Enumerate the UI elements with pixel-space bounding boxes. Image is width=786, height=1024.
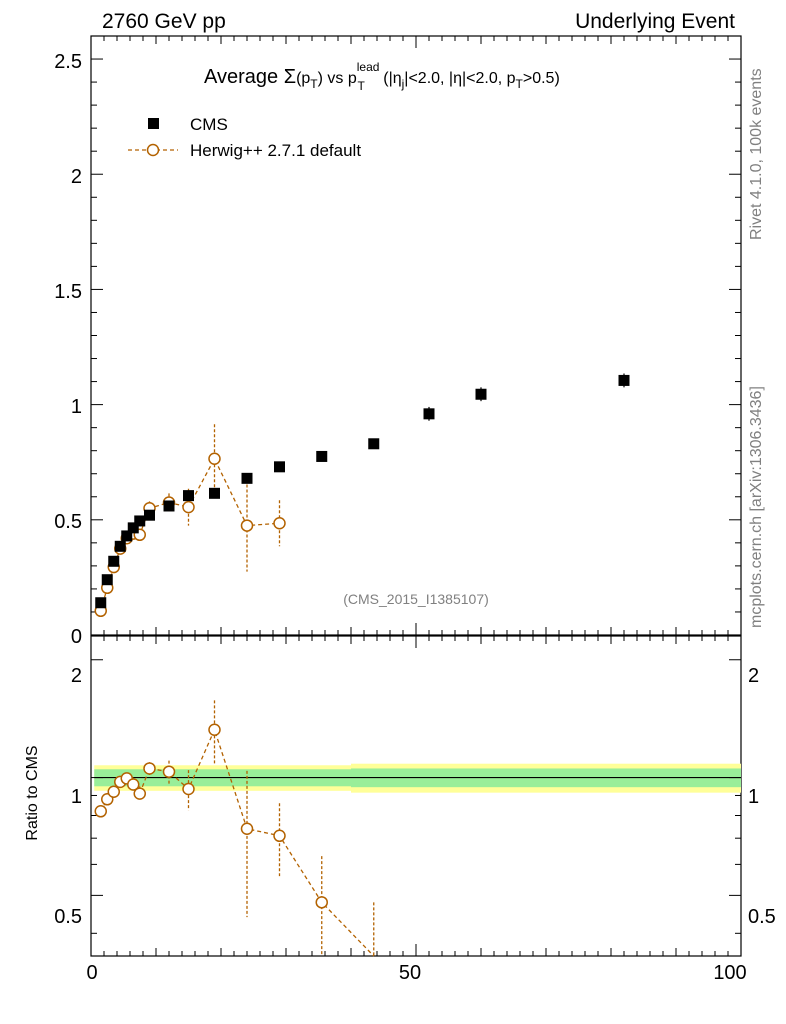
ratio-ylabel: Ratio to CMS [24, 745, 41, 840]
xtick-label-100: 100 [713, 962, 746, 984]
cms-point [95, 597, 107, 609]
cms-point [134, 515, 146, 527]
ytick-label-1.5: 1.5 [54, 281, 82, 303]
ratio-mc-point [133, 787, 146, 800]
ratio-mc-point [94, 805, 107, 818]
ratio-mc-point [182, 782, 195, 796]
cms-point [475, 388, 487, 400]
rivet-label: Rivet 4.1.0, 100k events [748, 68, 765, 240]
cms-point [163, 500, 175, 512]
cms-series [95, 373, 630, 609]
chart-title: Average Σ(pT) vs plead T (|ηj|<2.0, |η|<2… [204, 60, 560, 93]
xtick-label-0: 0 [86, 962, 97, 984]
cms-point [274, 461, 285, 473]
cms-point [241, 472, 253, 484]
ratio-ytick-label-1: 1 [71, 786, 82, 808]
cms-point [618, 374, 630, 386]
cms-point [121, 530, 133, 542]
cms-point [368, 438, 380, 450]
ratio-axis-ticks [90, 636, 742, 956]
ratio-mc-point [162, 765, 176, 778]
ratio-ytick-label-right-2: 2 [748, 665, 759, 687]
cms-point [114, 540, 126, 552]
mc-point [182, 500, 195, 514]
header-left: 2760 GeV pp [102, 10, 226, 33]
analysis-label: (CMS_2015_I1385107) [343, 591, 489, 607]
header-right: Underlying Event [575, 10, 735, 33]
ratio-ytick-label-2: 2 [71, 665, 82, 687]
mc-point [273, 517, 286, 530]
mc-point [208, 452, 221, 466]
cms-point [108, 555, 120, 567]
ratio-mc-point [240, 822, 254, 835]
cms-point [423, 408, 435, 420]
main-axis-ticks [90, 35, 742, 636]
legend-mc-label: Herwig++ 2.7.1 default [190, 141, 361, 160]
ratio-mc-point [273, 829, 286, 843]
ratio-mc-point [143, 762, 156, 775]
ytick-label-2.5: 2.5 [54, 51, 82, 73]
legend-mc-marker [146, 143, 160, 157]
ratio-mc-point [127, 778, 140, 791]
legend-cms-marker [148, 118, 159, 129]
ytick-label-0.5: 0.5 [54, 511, 82, 533]
ratio-mc-point [208, 723, 221, 736]
legend-cms-label: CMS [190, 115, 228, 134]
ratio-ytick-label-0.5: 0.5 [54, 906, 82, 928]
main-panel-frame [90, 35, 742, 636]
cms-point [127, 522, 139, 534]
ratio-ytick-label-right-1: 1 [748, 786, 759, 808]
ytick-label-2: 2 [71, 166, 82, 188]
ratio-mc-series [94, 700, 375, 957]
cms-point [183, 490, 194, 502]
mc-point [240, 519, 254, 532]
cms-point [144, 509, 155, 521]
cms-point [209, 487, 220, 499]
ytick-label-0: 0 [71, 626, 82, 648]
xtick-label-50: 50 [399, 962, 421, 984]
cms-point [101, 574, 113, 586]
ratio-ytick-label-right-0.5: 0.5 [748, 906, 776, 928]
ytick-label-1: 1 [71, 396, 82, 418]
ratio-mc-point [107, 785, 120, 798]
mcplots-label: mcplots.cern.ch [arXiv:1306.3436] [748, 386, 765, 628]
cms-point [316, 450, 328, 462]
ratio-mc-point [315, 896, 328, 909]
ratio-panel-frame [90, 635, 742, 957]
